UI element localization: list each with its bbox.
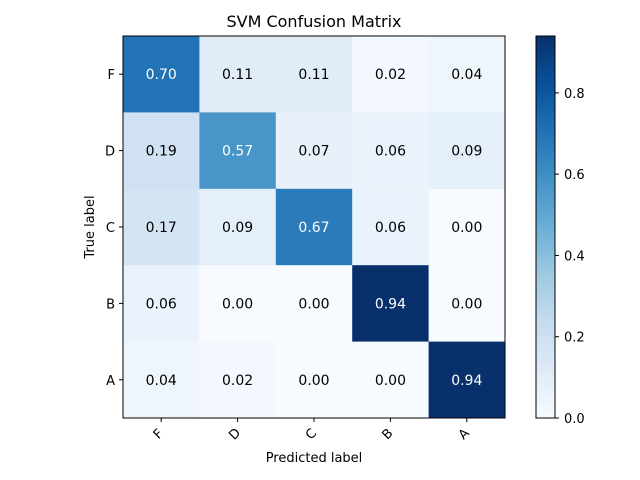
- heatmap-cell: [352, 36, 430, 113]
- cell-value-label: 0.67: [298, 220, 329, 236]
- heatmap-cell: [428, 265, 506, 343]
- cell-value-label: 0.94: [451, 373, 482, 389]
- heatmap-cell: [199, 341, 277, 419]
- x-tick-label: A: [456, 426, 473, 443]
- cell-value-label: 0.02: [222, 373, 253, 389]
- cell-value-label: 0.94: [375, 296, 406, 312]
- heatmap-cell: [352, 265, 430, 343]
- heatmap-cell: [275, 112, 353, 190]
- heatmap-cells: [123, 36, 506, 419]
- cell-value-label: 0.00: [298, 296, 329, 312]
- cell-value-label: 0.06: [375, 220, 406, 236]
- cell-value-label: 0.04: [451, 67, 482, 83]
- y-tick-label: C: [106, 221, 115, 236]
- heatmap-cell: [123, 36, 200, 113]
- cell-value-label: 0.09: [451, 144, 482, 160]
- chart-title: SVM Confusion Matrix: [226, 12, 401, 31]
- colorbar-gradient: [535, 35, 556, 419]
- cell-value-label: 0.06: [146, 296, 177, 312]
- y-tick-label: A: [106, 374, 115, 389]
- heatmap-cell: [199, 265, 277, 343]
- heatmap-cell: [352, 341, 430, 419]
- colorbar-tick-label: 0.6: [564, 168, 585, 183]
- cell-value-label: 0.00: [375, 373, 406, 389]
- y-tick-label: B: [106, 297, 115, 312]
- cell-value-label: 0.00: [451, 296, 482, 312]
- cell-value-label: 0.09: [222, 220, 253, 236]
- cell-value-label: 0.57: [222, 144, 253, 160]
- x-tick-label: D: [226, 426, 244, 444]
- colorbar-tick-label: 0.0: [564, 412, 585, 427]
- heatmap-cell: [123, 112, 200, 190]
- x-tick-label: B: [379, 426, 396, 443]
- heatmap-cell: [199, 112, 277, 190]
- heatmap-cell: [428, 112, 506, 190]
- cell-value-label: 0.00: [298, 373, 329, 389]
- colorbar-ticks: 0.0 0.2 0.4 0.6 0.8: [555, 87, 585, 427]
- colorbar-tick-label: 0.2: [564, 331, 585, 346]
- heatmap-cell: [199, 188, 277, 266]
- cell-value-label: 0.02: [375, 67, 406, 83]
- x-axis-label: Predicted label: [266, 451, 363, 466]
- heatmap-cell: [428, 341, 506, 419]
- heatmap-cell: [123, 188, 200, 266]
- heatmap-cell: [352, 188, 430, 266]
- cell-value-label: 0.11: [298, 67, 329, 83]
- y-axis-label: True label: [83, 195, 98, 259]
- cell-value-label: 0.00: [222, 296, 253, 312]
- cell-value-label: 0.70: [146, 67, 177, 83]
- cell-value-label: 0.04: [146, 373, 177, 389]
- heatmap-cell: [199, 36, 277, 113]
- cell-value-label: 0.06: [375, 144, 406, 160]
- heatmap-value-labels: 0.70 0.11 0.11 0.02 0.04 0.19 0.57 0.07 0.06 0.09…: [146, 67, 483, 389]
- heatmap-cell: [352, 112, 430, 190]
- colorbar: 0.0 0.2 0.4 0.6 0.8: [535, 35, 585, 427]
- cell-value-label: 0.07: [298, 144, 329, 160]
- y-tick-label: D: [105, 145, 115, 160]
- cell-value-label: 0.19: [146, 144, 177, 160]
- heatmap-cell: [275, 341, 353, 419]
- heatmap-cell: [275, 188, 353, 266]
- x-tick-label: F: [151, 427, 167, 443]
- cell-value-label: 0.11: [222, 67, 253, 83]
- heatmap-cell: [275, 36, 353, 113]
- x-tick-label: C: [303, 426, 320, 443]
- heatmap-cell: [123, 265, 200, 343]
- cell-value-label: 0.17: [146, 220, 177, 236]
- heatmap-cell: [123, 341, 200, 419]
- heatmap-cell: [428, 188, 506, 266]
- colorbar-tick-label: 0.8: [564, 87, 585, 102]
- y-axis-ticks: F D C B A: [105, 68, 123, 389]
- heatmap-cell: [275, 265, 353, 343]
- y-tick-label: F: [108, 68, 115, 83]
- cell-value-label: 0.00: [451, 220, 482, 236]
- heatmap-cell: [428, 36, 506, 113]
- colorbar-tick-label: 0.4: [564, 249, 585, 264]
